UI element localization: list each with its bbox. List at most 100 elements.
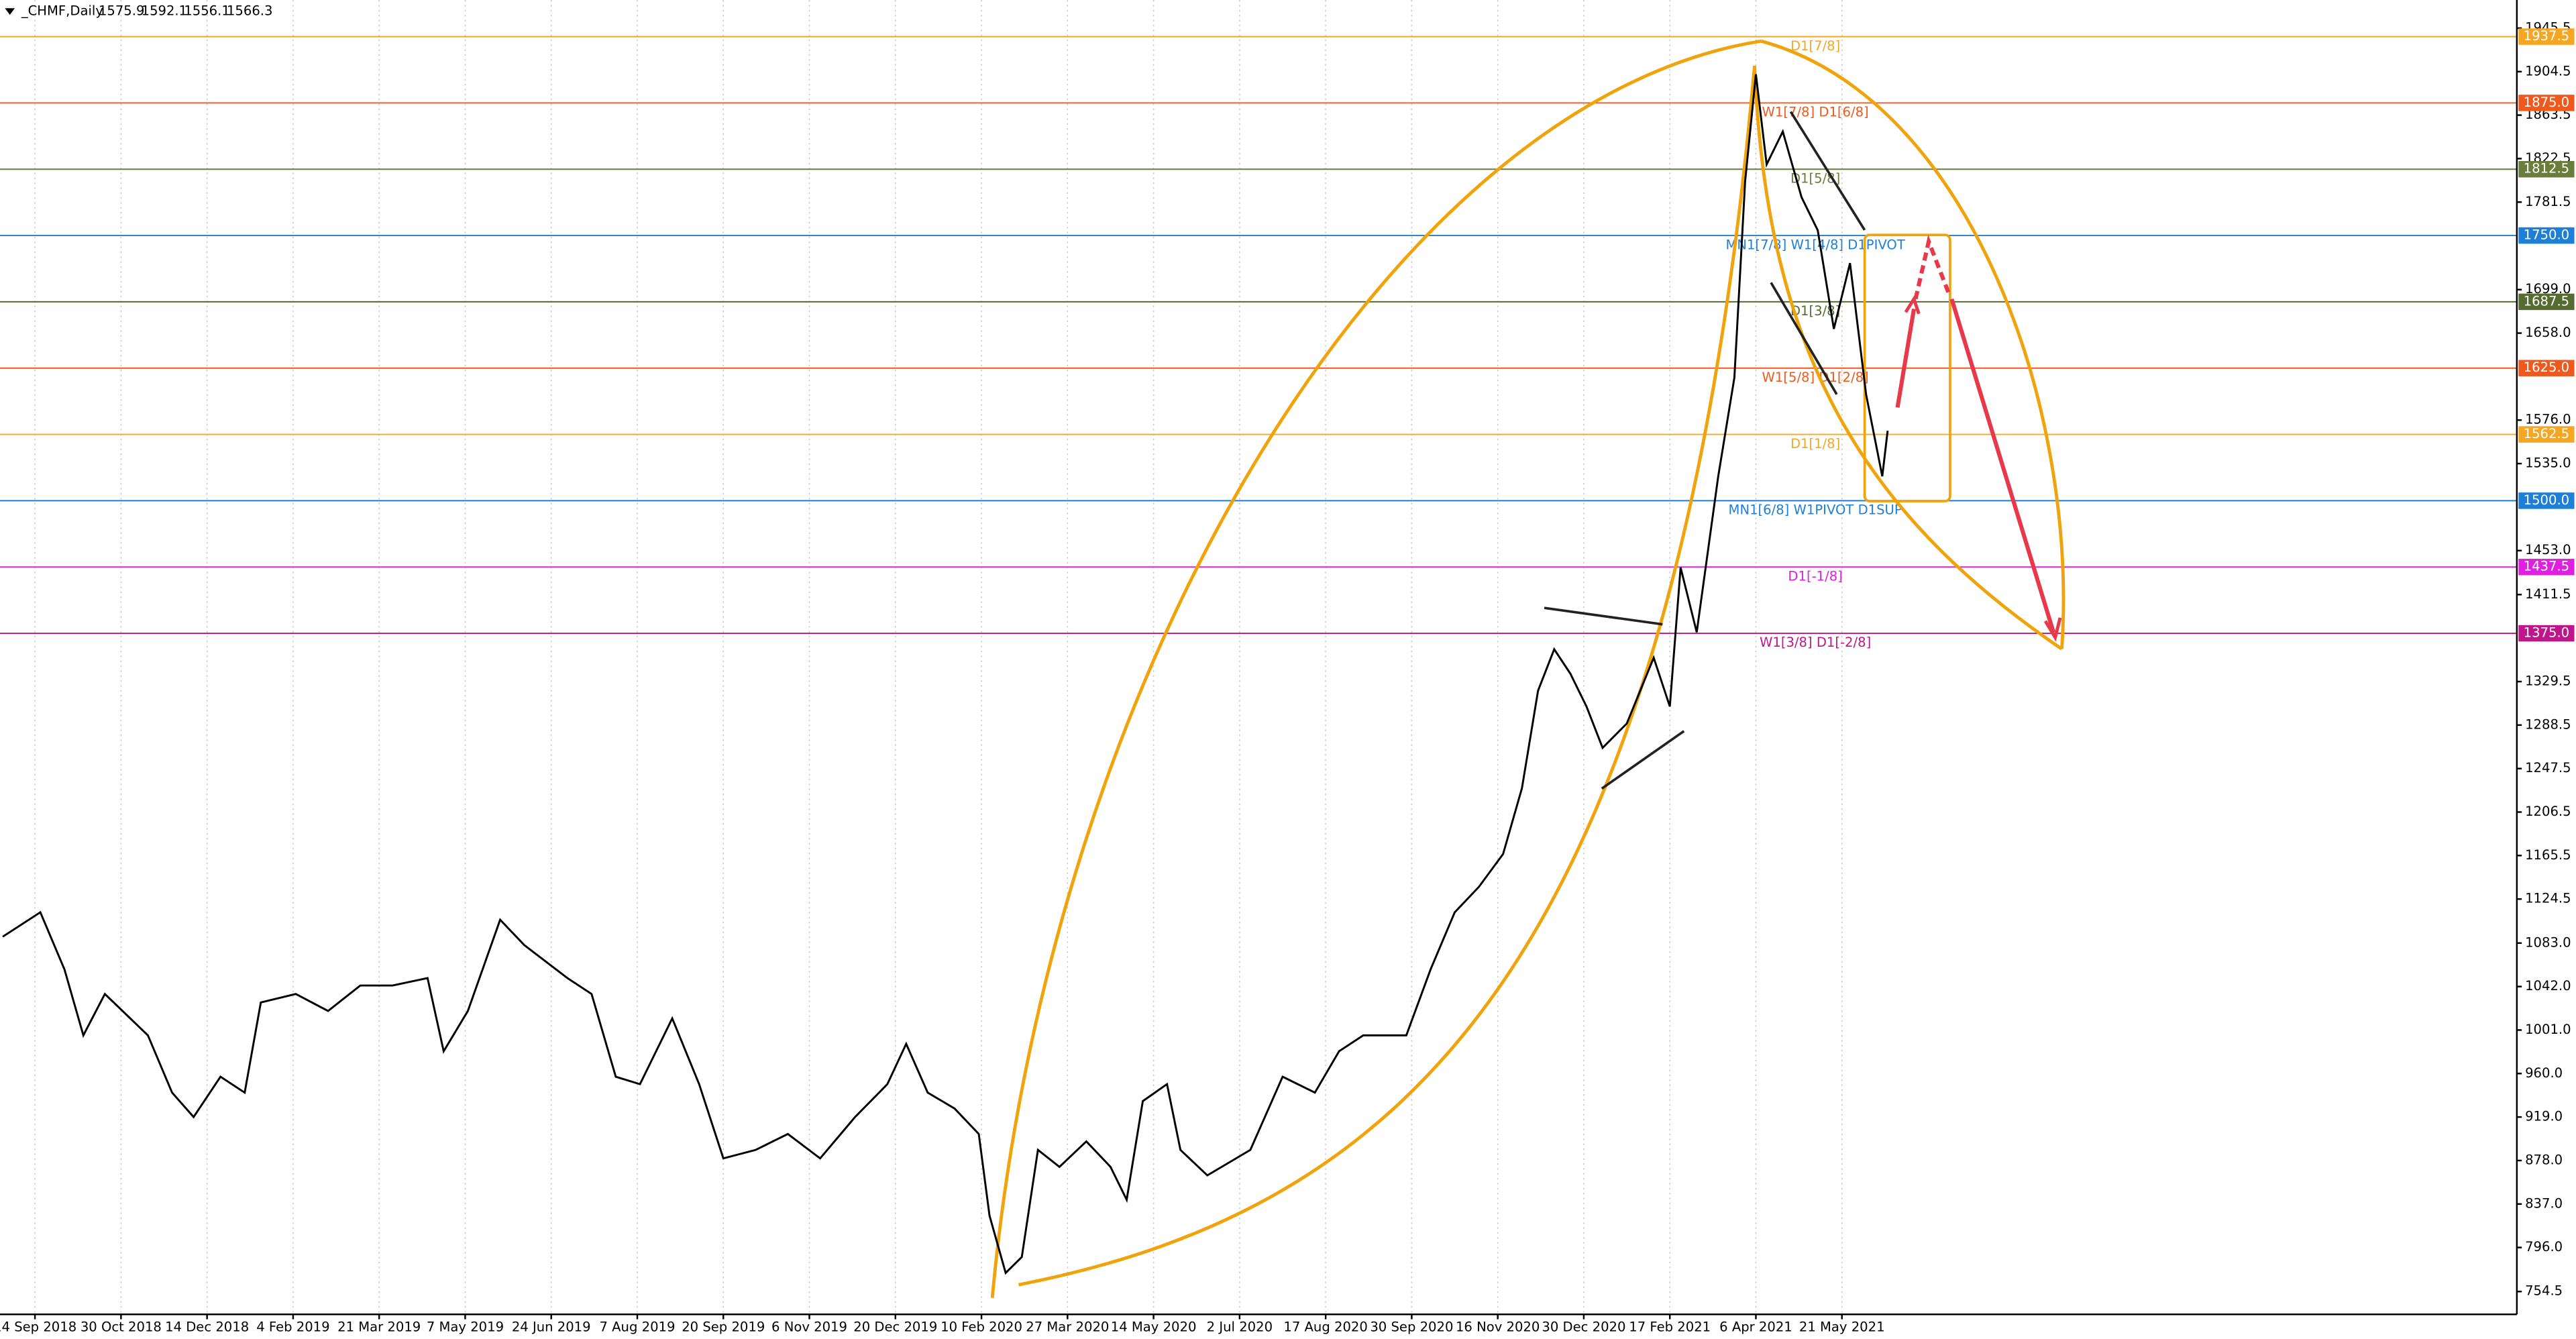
y-tick-label: 1124.5 xyxy=(2525,891,2571,906)
quote-close: 1566.3 xyxy=(227,3,273,19)
y-tick-label: 1658.0 xyxy=(2525,325,2571,340)
quote-high: 1592.1 xyxy=(142,3,188,19)
level-label: D1[-1/8] xyxy=(1788,568,1842,584)
arrow xyxy=(1895,308,1917,408)
y-tick-label: 1329.5 xyxy=(2525,674,2571,689)
arrow-head xyxy=(2043,617,2062,642)
x-tick-label: 30 Dec 2020 xyxy=(1542,1319,1625,1334)
x-tick-label: 21 May 2021 xyxy=(1799,1319,1885,1334)
price-line xyxy=(2,74,1889,1275)
y-tick-label: 1206.5 xyxy=(2525,804,2571,819)
y-tick-label: 1042.0 xyxy=(2525,978,2571,994)
level-label: D1[3/8] xyxy=(1790,303,1840,319)
y-tick-label: 919.0 xyxy=(2525,1109,2563,1124)
trend-line xyxy=(1601,730,1685,790)
box xyxy=(1863,233,1951,502)
x-tick-label: 30 Sep 2020 xyxy=(1370,1319,1453,1334)
grid xyxy=(34,0,1843,1315)
y-tick-label: 1411.5 xyxy=(2525,586,2571,602)
price-tag xyxy=(2518,360,2575,376)
y-tick-label: 796.0 xyxy=(2525,1239,2563,1254)
level-label: W1[3/8] D1[-2/8] xyxy=(1760,635,1871,650)
arc xyxy=(1018,65,1756,1287)
arc xyxy=(1760,39,2065,649)
price-tag xyxy=(2518,625,2575,642)
x-tick-label: 14 Sep 2018 xyxy=(0,1319,76,1334)
x-tick-label: 10 Feb 2020 xyxy=(941,1319,1022,1334)
trend-line xyxy=(1544,606,1663,626)
y-tick-label: 1535.0 xyxy=(2525,456,2571,471)
x-tick-label: 6 Nov 2019 xyxy=(771,1319,847,1334)
price-tag xyxy=(2518,28,2575,45)
dashed-arrow xyxy=(1913,234,1951,300)
y-tick-label: 837.0 xyxy=(2525,1195,2563,1211)
drawings xyxy=(990,39,2065,1298)
x-tick-label: 7 Aug 2019 xyxy=(599,1319,675,1334)
price-tag-label: 1500.0 xyxy=(2524,492,2570,508)
level-label: D1[5/8] xyxy=(1790,170,1840,186)
arrow-head xyxy=(1904,295,1921,315)
level-label: D1[1/8] xyxy=(1790,436,1840,451)
y-tick-label: 1165.5 xyxy=(2525,847,2571,863)
y-tick-label: 1083.0 xyxy=(2525,934,2571,950)
price-tag-label: 1875.0 xyxy=(2524,95,2570,110)
price-tag xyxy=(2518,293,2575,311)
x-tick-label: 20 Sep 2019 xyxy=(682,1319,765,1334)
price-tag xyxy=(2518,558,2575,576)
x-tick-label: 4 Feb 2019 xyxy=(256,1319,329,1334)
x-tick-label: 14 May 2020 xyxy=(1111,1319,1197,1334)
level-label: W1[7/8] D1[6/8] xyxy=(1762,105,1869,120)
trend-line xyxy=(1770,282,1838,395)
arc xyxy=(1753,65,2063,651)
level-label: MN1[6/8] W1PIVOT D1SUP xyxy=(1729,502,1902,518)
chart-title: _CHMF,Daily xyxy=(21,3,103,19)
y-tick-label: 1576.0 xyxy=(2525,412,2571,427)
level-label: D1[7/8] xyxy=(1790,38,1840,54)
price-tag-label: 1812.5 xyxy=(2524,161,2570,176)
price-tag-label: 1437.5 xyxy=(2524,559,2570,574)
price-tag-label: 1937.5 xyxy=(2524,28,2570,44)
x-tick-label: 17 Aug 2020 xyxy=(1283,1319,1367,1334)
x-tick-label: 30 Oct 2018 xyxy=(80,1319,162,1334)
x-tick-label: 7 May 2019 xyxy=(427,1319,504,1334)
x-tick-label: 6 Apr 2021 xyxy=(1719,1319,1792,1334)
x-tick-label: 24 Jun 2019 xyxy=(512,1319,591,1334)
y-tick-label: 1904.5 xyxy=(2525,63,2571,78)
price-tag xyxy=(2518,161,2575,178)
x-tick-label: 17 Feb 2021 xyxy=(1629,1319,1711,1334)
trend-line xyxy=(1789,111,1866,231)
series xyxy=(2,74,1889,1275)
price-tag-label: 1625.0 xyxy=(2524,360,2570,375)
arrow xyxy=(1949,298,2056,633)
x-tick-label: 14 Dec 2018 xyxy=(165,1319,249,1334)
arc xyxy=(990,39,1762,1298)
menu-icon[interactable] xyxy=(5,8,15,15)
price-tag xyxy=(2518,492,2575,509)
y-tick-label: 878.0 xyxy=(2525,1152,2563,1167)
quote-open: 1575.9 xyxy=(99,3,145,19)
level-label: W1[5/8] D1[2/8] xyxy=(1762,370,1869,385)
x-tick-label: 2 Jul 2020 xyxy=(1207,1319,1273,1334)
y-tick-label: 1288.5 xyxy=(2525,716,2571,732)
price-tag xyxy=(2518,426,2575,443)
y-tick-label: 1001.0 xyxy=(2525,1022,2571,1037)
x-tick-label: 21 Mar 2019 xyxy=(337,1319,421,1334)
x-tick-label: 20 Dec 2019 xyxy=(853,1319,937,1334)
tags: 1937.5 1875.0 1812.5 1750.0 1687.5 1625.0 1562… xyxy=(2518,28,2575,642)
price-tag-label: 1562.5 xyxy=(2524,426,2570,441)
x-tick-label: 27 Mar 2020 xyxy=(1026,1319,1109,1334)
price-tag xyxy=(2518,95,2575,111)
x-tick-label: 16 Nov 2020 xyxy=(1456,1319,1540,1334)
y-tick-label: 1781.5 xyxy=(2525,194,2571,209)
price-tag-label: 1687.5 xyxy=(2524,293,2570,309)
y-tick-label: 1247.5 xyxy=(2525,760,2571,775)
level-label: MN1[7/8] W1[4/8] D1PIVOT xyxy=(1725,237,1905,252)
price-tag xyxy=(2518,227,2575,244)
y-tick-label: 1453.0 xyxy=(2525,542,2571,557)
y-tick-label: 1699.0 xyxy=(2525,281,2571,297)
price-tag-label: 1375.0 xyxy=(2524,625,2570,641)
y-tick-label: 960.0 xyxy=(2525,1065,2563,1081)
